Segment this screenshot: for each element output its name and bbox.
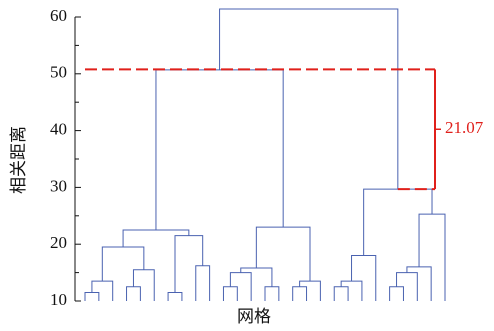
dendrogram-link	[174, 235, 204, 293]
dendrogram-link	[101, 246, 145, 282]
dendrogram-link	[333, 286, 349, 301]
annotation-label: 21.07	[445, 118, 484, 137]
dendrogram-link	[84, 291, 100, 301]
dendrogram-link	[264, 286, 280, 301]
dendrogram-link	[219, 8, 399, 190]
y-axis-label: 相关距离	[9, 126, 28, 194]
dendrogram-link	[122, 229, 190, 248]
dendrogram-link	[418, 213, 446, 301]
dendrogram-link	[389, 286, 404, 301]
dendrogram-link	[299, 280, 321, 301]
y-tick-label: 30	[50, 176, 67, 195]
dendrogram-link	[255, 226, 311, 282]
y-tick-label: 60	[50, 6, 67, 25]
dendrogram-link	[363, 188, 433, 256]
dendrogram-link	[126, 286, 141, 301]
dendrogram-link	[406, 266, 432, 301]
dendrogram-link	[195, 265, 211, 301]
y-tick-label: 20	[50, 233, 67, 252]
dendrogram-link	[155, 69, 284, 230]
dendrogram-link	[222, 286, 238, 301]
dendrogram-link	[167, 291, 183, 301]
y-tick-label: 50	[50, 63, 67, 82]
dendrogram-link	[132, 269, 155, 301]
dendrogram-link	[351, 255, 377, 301]
y-tick-label: 10	[50, 290, 67, 309]
dendrogram-link	[91, 280, 114, 301]
dendrogram-link	[340, 280, 363, 301]
x-axis-label: 网格	[237, 307, 271, 326]
dendrogram-link	[240, 267, 273, 287]
dendrogram-link	[292, 286, 308, 301]
y-tick-label: 40	[50, 120, 67, 139]
